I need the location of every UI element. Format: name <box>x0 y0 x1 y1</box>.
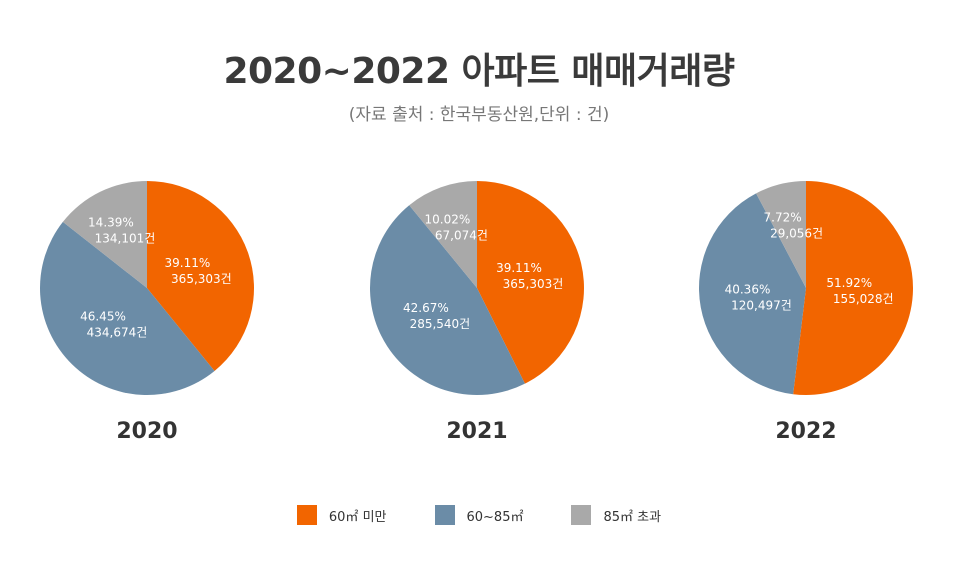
pie-2020-percent-mid: 46.45% <box>80 310 126 324</box>
chart-subtitle: (자료 출처 : 한국부동산원,단위 : 건) <box>348 105 610 125</box>
pie-2022-count-large: 29,056건 <box>770 227 823 241</box>
pie-2020-slice-mid <box>40 221 215 395</box>
pie-2022-year-label: 2022 <box>775 419 836 444</box>
pie-2020-count-large: 134,101건 <box>95 231 156 245</box>
legend-label-large: 85㎡ 초과 <box>603 509 662 525</box>
legend-swatch-small <box>296 505 317 525</box>
pie-2021-year-label: 2021 <box>446 419 507 444</box>
pie-2021-count-mid: 285,540건 <box>410 317 471 331</box>
legend-item-large: 85㎡ 초과 <box>571 505 661 525</box>
pie-2021-slice-mid <box>370 205 525 395</box>
pie-2022-slice-small <box>793 181 914 396</box>
pie-2022-percent-small: 51.92% <box>826 276 872 290</box>
legend: 60㎡ 미만 60~85㎡ 85㎡ 초과 <box>0 505 958 525</box>
pie-2021-slice-large <box>409 181 477 288</box>
pie-2020-slice-large <box>62 181 147 288</box>
pie-2021-percent-small: 39.11% <box>496 261 542 275</box>
pie-2021-percent-mid: 42.67% <box>403 301 449 315</box>
pie-2020-year-label: 2020 <box>116 419 177 444</box>
pie-2020-count-mid: 434,674건 <box>87 326 148 340</box>
pie-2022-percent-large: 7.72% <box>764 211 802 225</box>
pie-2020-percent-large: 14.39% <box>88 215 134 229</box>
legend-label-mid: 60~85㎡ <box>466 509 524 525</box>
pie-2020-count-small: 365,303건 <box>171 272 232 286</box>
pie-2021-slice-small <box>477 181 584 384</box>
legend-item-small: 60㎡ 미만 <box>296 505 387 525</box>
legend-swatch-mid <box>434 505 455 525</box>
chart-title: 2020~2022 아파트 매매거래량 <box>223 51 735 92</box>
pie-2021-count-large: 67,074건 <box>435 229 488 243</box>
pie-2022-percent-mid: 40.36% <box>725 282 771 296</box>
pie-2020-percent-small: 39.11% <box>165 256 211 270</box>
pie-2021-percent-large: 10.02% <box>425 213 471 227</box>
pie-2021-count-small: 365,303건 <box>503 277 564 291</box>
legend-swatch-large <box>571 505 592 525</box>
legend-label-small: 60㎡ 미만 <box>328 509 387 525</box>
legend-item-mid: 60~85㎡ <box>434 505 524 525</box>
pie-2022-count-mid: 120,497건 <box>731 298 792 312</box>
pie-2022-count-small: 155,028건 <box>833 292 894 306</box>
pie-2022-slice-large <box>756 181 806 288</box>
pie-2020-slice-small <box>147 181 254 371</box>
pie-2022-slice-mid <box>699 193 806 395</box>
